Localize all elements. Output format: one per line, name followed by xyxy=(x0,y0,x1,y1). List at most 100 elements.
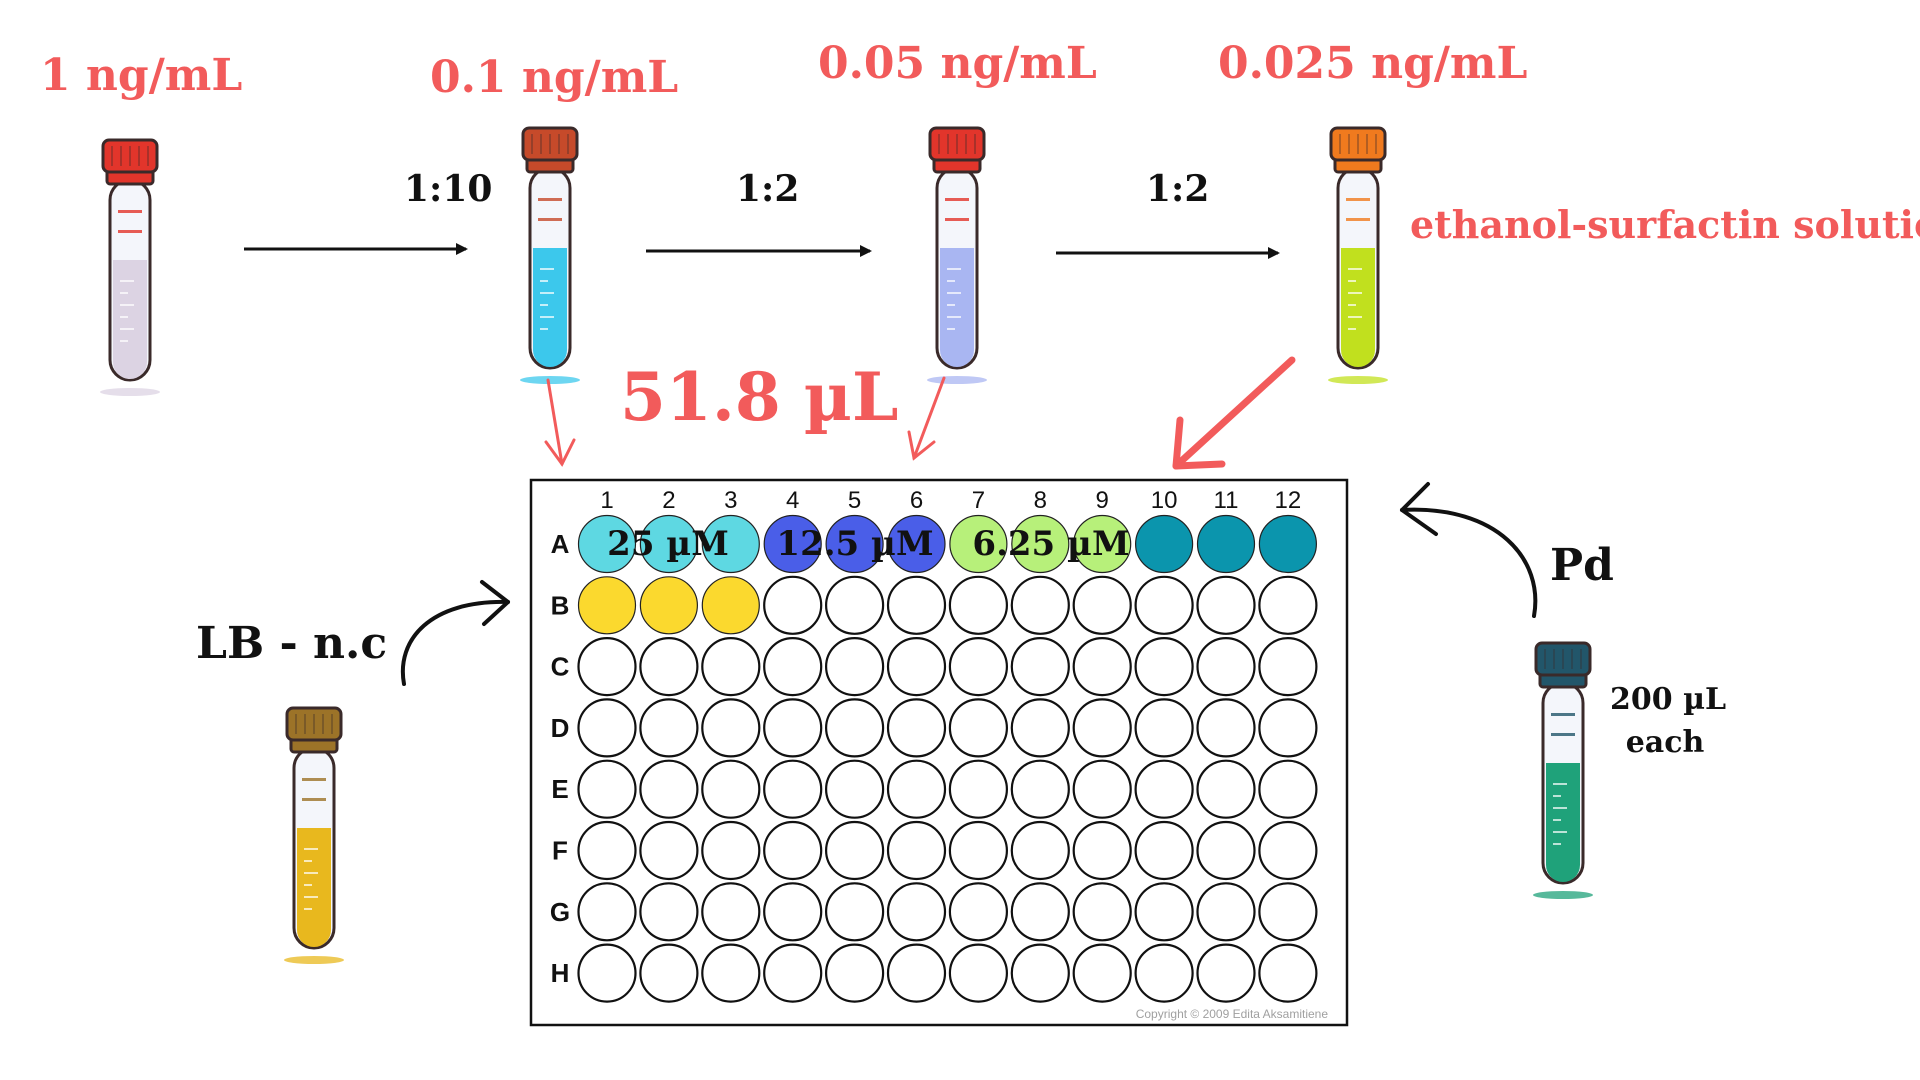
well-D5[interactable] xyxy=(824,698,885,758)
well-A2[interactable] xyxy=(639,514,699,574)
well-C6[interactable] xyxy=(886,636,947,697)
well-D1[interactable] xyxy=(577,698,637,758)
plate-wells[interactable] xyxy=(577,514,1318,1003)
well-F12[interactable] xyxy=(1258,820,1318,881)
well-C12[interactable] xyxy=(1258,636,1318,697)
well-F10[interactable] xyxy=(1134,820,1194,881)
well-B8[interactable] xyxy=(1010,575,1070,635)
well-F3[interactable] xyxy=(701,820,761,881)
well-D12[interactable] xyxy=(1258,698,1318,758)
well-D3[interactable] xyxy=(701,698,761,758)
well-E7[interactable] xyxy=(948,759,1009,819)
well-G6[interactable] xyxy=(886,882,947,942)
well-D10[interactable] xyxy=(1134,698,1194,758)
well-H3[interactable] xyxy=(701,943,761,1003)
well-B6[interactable] xyxy=(886,575,947,635)
well-E5[interactable] xyxy=(824,759,885,819)
well-B12[interactable] xyxy=(1258,575,1318,635)
well-H1[interactable] xyxy=(577,943,637,1003)
well-H9[interactable] xyxy=(1072,943,1132,1003)
tube-lb-icon xyxy=(284,706,344,964)
well-H12[interactable] xyxy=(1258,943,1318,1003)
well-E9[interactable] xyxy=(1072,759,1132,819)
well-E3[interactable] xyxy=(701,759,761,819)
well-A3[interactable] xyxy=(701,514,760,574)
well-F8[interactable] xyxy=(1010,820,1070,881)
well-C1[interactable] xyxy=(577,636,637,697)
well-C8[interactable] xyxy=(1010,636,1070,697)
well-A4[interactable] xyxy=(763,514,822,574)
well-B3[interactable] xyxy=(701,576,760,635)
well-D4[interactable] xyxy=(763,698,823,758)
well-A9[interactable] xyxy=(1073,514,1132,574)
well-E10[interactable] xyxy=(1134,759,1194,819)
well-C2[interactable] xyxy=(639,636,699,697)
well-B9[interactable] xyxy=(1072,575,1132,635)
well-G12[interactable] xyxy=(1258,882,1318,942)
well-D7[interactable] xyxy=(948,698,1009,758)
well-C10[interactable] xyxy=(1134,636,1194,697)
well-E2[interactable] xyxy=(639,759,699,819)
well-H11[interactable] xyxy=(1196,943,1256,1003)
well-D11[interactable] xyxy=(1196,698,1256,758)
well-A1[interactable] xyxy=(577,514,637,574)
well-G4[interactable] xyxy=(763,882,823,942)
well-C11[interactable] xyxy=(1196,636,1256,697)
well-H4[interactable] xyxy=(763,943,823,1003)
well-H7[interactable] xyxy=(948,943,1009,1003)
well-A7[interactable] xyxy=(949,514,1008,574)
well-H5[interactable] xyxy=(824,943,885,1003)
well-G11[interactable] xyxy=(1196,882,1256,942)
well-G5[interactable] xyxy=(824,882,885,942)
well-C3[interactable] xyxy=(701,636,761,697)
well-E1[interactable] xyxy=(577,759,637,819)
well-F6[interactable] xyxy=(886,820,947,881)
well-G3[interactable] xyxy=(701,882,761,942)
well-F9[interactable] xyxy=(1072,820,1132,881)
well-C9[interactable] xyxy=(1072,636,1132,697)
well-E6[interactable] xyxy=(886,759,947,819)
well-E4[interactable] xyxy=(763,759,823,819)
well-F11[interactable] xyxy=(1196,820,1256,881)
well-F4[interactable] xyxy=(763,820,823,881)
well-F5[interactable] xyxy=(824,820,885,881)
well-G1[interactable] xyxy=(577,882,637,942)
row-label-B: B xyxy=(551,590,570,620)
well-B5[interactable] xyxy=(824,575,885,635)
well-E8[interactable] xyxy=(1010,759,1070,819)
well-A12[interactable] xyxy=(1258,514,1318,574)
well-G9[interactable] xyxy=(1072,882,1132,942)
well-B7[interactable] xyxy=(948,575,1009,635)
well-B10[interactable] xyxy=(1134,575,1194,635)
well-H2[interactable] xyxy=(639,943,699,1003)
well-F7[interactable] xyxy=(948,820,1009,881)
well-A10[interactable] xyxy=(1134,514,1194,574)
well-G2[interactable] xyxy=(639,882,699,942)
well-C7[interactable] xyxy=(948,636,1009,697)
well-D8[interactable] xyxy=(1010,698,1070,758)
well-A5[interactable] xyxy=(825,514,884,574)
well-F2[interactable] xyxy=(639,820,699,881)
well-B2[interactable] xyxy=(639,576,699,635)
well-B4[interactable] xyxy=(763,575,823,635)
well-A6[interactable] xyxy=(887,514,946,574)
well-G10[interactable] xyxy=(1134,882,1194,942)
well-B1[interactable] xyxy=(577,576,637,635)
well-H8[interactable] xyxy=(1010,943,1070,1003)
well-F1[interactable] xyxy=(577,820,637,881)
well-A8[interactable] xyxy=(1011,514,1070,574)
well-B11[interactable] xyxy=(1196,575,1256,635)
well-E11[interactable] xyxy=(1196,759,1256,819)
well-D2[interactable] xyxy=(639,698,699,758)
well-G8[interactable] xyxy=(1010,882,1070,942)
well-A11[interactable] xyxy=(1196,514,1256,574)
well-H10[interactable] xyxy=(1134,943,1194,1003)
well-G7[interactable] xyxy=(948,882,1009,942)
well-E12[interactable] xyxy=(1258,759,1318,819)
well-D6[interactable] xyxy=(886,698,947,758)
well-C4[interactable] xyxy=(763,636,823,697)
well-H6[interactable] xyxy=(886,943,947,1003)
well-D9[interactable] xyxy=(1072,698,1132,758)
column-label-3: 3 xyxy=(724,487,737,514)
well-C5[interactable] xyxy=(824,636,885,697)
